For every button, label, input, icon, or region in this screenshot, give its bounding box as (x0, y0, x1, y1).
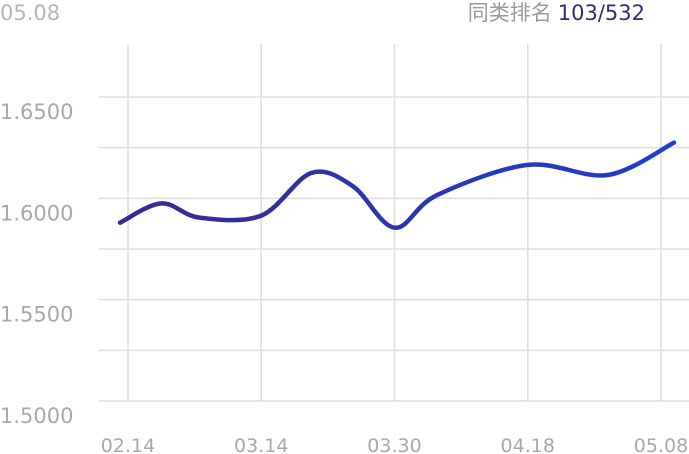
chart-end-date: 05.08 (0, 1, 61, 25)
y-axis-ticks: 1.5000 1.5500 1.6000 1.6500 (0, 100, 73, 428)
x-tick-label: 03.14 (234, 435, 288, 454)
x-tick-label: 03.30 (367, 435, 421, 454)
peer-rank: 同类排名 103/532 (468, 0, 645, 26)
x-axis-ticks: 02.14 03.14 03.30 04.18 05.08 (101, 435, 688, 454)
x-tick-label: 04.18 (501, 435, 555, 454)
peer-rank-label: 同类排名 (467, 1, 552, 25)
x-tick-label: 02.14 (101, 435, 155, 454)
y-tick-label: 1.6500 (0, 100, 73, 124)
y-tick-label: 1.5000 (0, 404, 73, 428)
vertical-gridlines (127, 44, 662, 401)
series-line (117, 140, 677, 230)
x-tick-label: 05.08 (634, 435, 688, 454)
peer-rank-value: 103/532 (557, 1, 645, 25)
y-tick-label: 1.6000 (0, 201, 73, 225)
y-tick-label: 1.5500 (0, 303, 73, 327)
